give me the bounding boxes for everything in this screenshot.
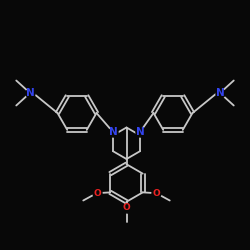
Text: N: N [136, 127, 144, 137]
Text: N: N [108, 127, 118, 137]
Text: O: O [122, 204, 130, 212]
Text: O: O [152, 188, 160, 198]
Text: N: N [26, 88, 34, 98]
Text: N: N [216, 88, 224, 98]
Text: O: O [93, 188, 101, 198]
